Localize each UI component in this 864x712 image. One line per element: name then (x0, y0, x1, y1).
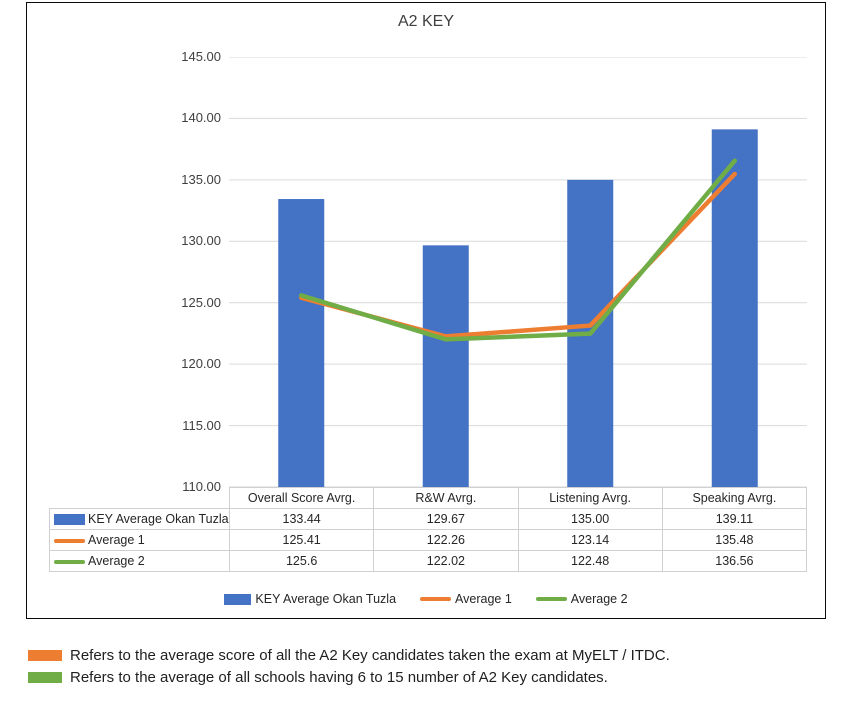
table-row-label: Average 1 (88, 533, 145, 547)
green-swatch (28, 671, 62, 683)
chart-data-table: Overall Score Avrg. R&W Avrg. Listening … (49, 487, 808, 572)
table-row-label: KEY Average Okan Tuzla (88, 512, 229, 526)
table-cell: 135.48 (661, 529, 808, 551)
footnote-average-1: Refers to the average score of all the A… (28, 644, 670, 666)
table-cell: 139.11 (661, 508, 808, 530)
table-cell: 125.41 (228, 529, 375, 551)
table-col-header: R&W Avrg. (373, 487, 519, 509)
plot-area (229, 57, 807, 487)
y-tick-label: 130.00 (181, 233, 221, 249)
table-row: Average 1 125.41 122.26 123.14 135.48 (49, 529, 808, 551)
table-cell: 123.14 (517, 529, 663, 551)
orange-swatch (28, 649, 62, 661)
legend-label: KEY Average Okan Tuzla (255, 592, 397, 606)
line-series-swatch (54, 538, 85, 543)
table-row: Average 2 125.6 122.02 122.48 136.56 (49, 550, 808, 572)
table-header-row: Overall Score Avrg. R&W Avrg. Listening … (50, 487, 808, 509)
footnote-average-2: Refers to the average of all schools hav… (28, 666, 670, 688)
legend-item-average-1: Average 1 (420, 592, 512, 606)
table-row: KEY Average Okan Tuzla 133.44 129.67 135… (49, 508, 808, 530)
y-tick-label: 120.00 (181, 356, 221, 372)
chart-title: A2 KEY (397, 13, 455, 30)
table-row-label: Average 2 (88, 554, 145, 568)
table-cell: 122.48 (517, 550, 663, 572)
footnote-text: Refers to the average of all schools hav… (70, 668, 608, 686)
legend-item-average-2: Average 2 (535, 592, 628, 606)
chart-container[interactable]: A2 KEY 145.00 140.00 135.00 130.00 125.00 120… (26, 2, 826, 619)
y-tick-label: 135.00 (181, 171, 221, 187)
table-cell: 136.56 (661, 550, 808, 572)
legend-label: Average 1 (455, 592, 512, 606)
line-series-swatch (535, 596, 567, 602)
table-cell: 135.00 (517, 508, 663, 530)
table-cell: 122.02 (373, 550, 519, 572)
y-tick-label: 140.00 (181, 110, 221, 126)
bar-series-swatch (224, 593, 252, 605)
table-cell: 133.44 (228, 508, 375, 530)
table-cell: 122.26 (373, 529, 519, 551)
table-cell: 129.67 (373, 508, 519, 530)
y-axis: 145.00 140.00 135.00 130.00 125.00 120.00 115.… (27, 49, 221, 494)
y-tick-label: 125.00 (181, 294, 221, 310)
table-col-header: Overall Score Avrg. (228, 487, 375, 509)
bar-series-swatch (54, 514, 85, 526)
y-tick-label: 145.00 (181, 49, 221, 64)
footnotes: Refers to the average score of all the A… (28, 644, 670, 688)
chart-legend: KEY Average Okan Tuzla Average 1 Average… (27, 587, 825, 611)
y-tick-label: 115.00 (182, 417, 221, 433)
table-col-header: Listening Avrg. (517, 487, 663, 509)
y-tick-label: 110.00 (182, 479, 221, 494)
table-corner-cell (50, 488, 230, 509)
line-series-swatch (420, 596, 452, 602)
line-series-swatch (54, 559, 85, 564)
table-col-header: Speaking Avrg. (661, 487, 808, 509)
table-cell: 125.6 (228, 550, 375, 572)
footnote-text: Refers to the average score of all the A… (70, 646, 670, 664)
legend-label: Average 2 (570, 592, 628, 606)
legend-item-key-average: KEY Average Okan Tuzla (224, 592, 396, 606)
